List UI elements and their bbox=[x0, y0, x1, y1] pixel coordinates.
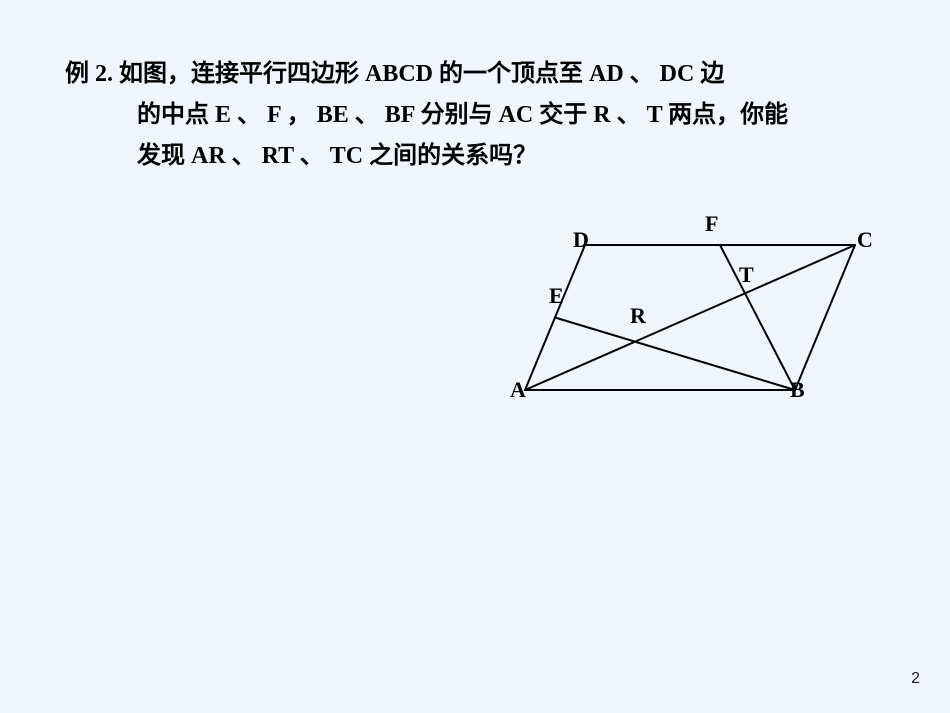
diagram-svg: ABCDEFRT bbox=[505, 225, 875, 415]
label-C: C bbox=[857, 227, 873, 252]
label-R: R bbox=[630, 303, 647, 328]
line3: 发现 AR 、 RT 、 TC 之间的关系吗？ bbox=[65, 143, 537, 169]
geometry-diagram: ABCDEFRT bbox=[505, 225, 875, 415]
slide: 例 2. 如图，连接平行四边形 ABCD 的一个顶点至 AD 、 DC 边 的中… bbox=[0, 0, 950, 713]
segment-BF bbox=[720, 245, 795, 390]
label-B: B bbox=[790, 377, 805, 402]
label-T: T bbox=[739, 262, 754, 287]
segment-BE bbox=[555, 318, 795, 391]
label-D: D bbox=[573, 227, 589, 252]
segment-AC bbox=[525, 245, 855, 390]
line1: 例 2. 如图，连接平行四边形 ABCD 的一个顶点至 AD 、 DC 边 bbox=[65, 61, 724, 87]
problem-text: 例 2. 如图，连接平行四边形 ABCD 的一个顶点至 AD 、 DC 边 的中… bbox=[65, 54, 885, 176]
label-A: A bbox=[510, 377, 526, 402]
label-F: F bbox=[705, 211, 718, 236]
line2: 的中点 E 、 F ， BE 、 BF 分别与 AC 交于 R 、 T 两点，你… bbox=[65, 102, 788, 128]
page-number: 2 bbox=[911, 670, 920, 688]
label-E: E bbox=[549, 283, 564, 308]
